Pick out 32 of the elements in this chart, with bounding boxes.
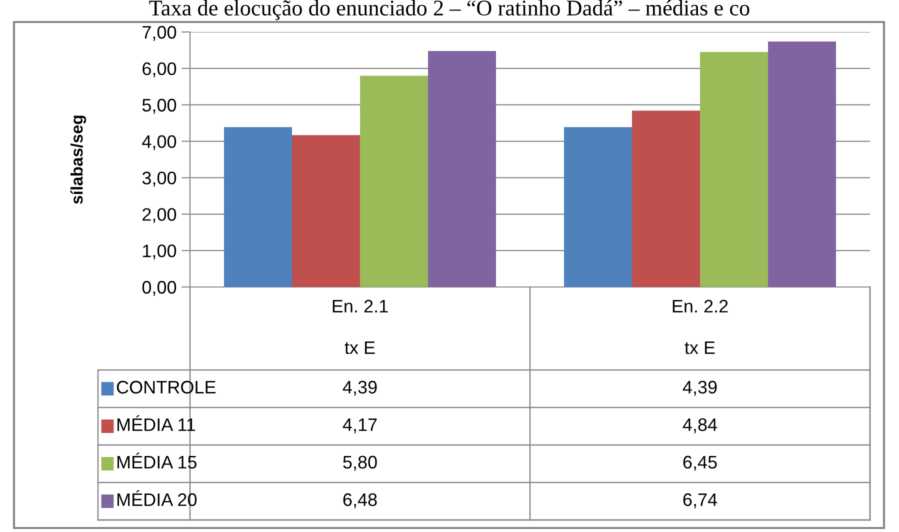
bar	[224, 127, 292, 287]
bar	[564, 127, 632, 287]
bar	[632, 110, 700, 287]
data-label: 6,48	[343, 493, 377, 508]
legend-label: MÉDIA 20	[117, 490, 197, 506]
bar	[700, 52, 768, 287]
category-label: En. 2.1 tx E	[332, 300, 388, 354]
data-label: 6,45	[683, 456, 717, 471]
y-tick-label: 7,00	[142, 26, 176, 41]
y-tick-label: 5,00	[142, 98, 176, 114]
data-label: 4,39	[682, 380, 717, 396]
y-tick-label: 2,00	[142, 208, 176, 223]
data-label: 4,84	[682, 418, 718, 434]
bar	[292, 135, 360, 287]
category-label: En. 2.2 tx E	[672, 300, 728, 354]
bar	[360, 76, 428, 287]
y-tick-label: 0,00	[142, 280, 176, 296]
legend-label: MÉDIA 11	[117, 415, 196, 431]
legend-label: MÉDIA 15	[117, 452, 197, 469]
y-tick-label: 1,00	[143, 244, 176, 260]
bar	[768, 41, 836, 287]
y-axis-title: sílabas/seg	[70, 116, 86, 204]
data-label: 4,39	[342, 380, 377, 396]
data-label: 6,74	[683, 493, 718, 508]
legend-label: CONTROLE	[116, 380, 216, 394]
data-label: 5,80	[343, 456, 377, 471]
chart-title: Taxa de elocução do enunciado 2 – “O ratinho Dadá” – médias e co	[149, 0, 750, 20]
y-tick-label: 3,00	[142, 172, 176, 187]
y-tick-label: 4,00	[142, 135, 176, 150]
y-tick-label: 6,00	[142, 62, 176, 78]
data-label: 4,17	[342, 418, 377, 434]
bar	[428, 50, 496, 287]
